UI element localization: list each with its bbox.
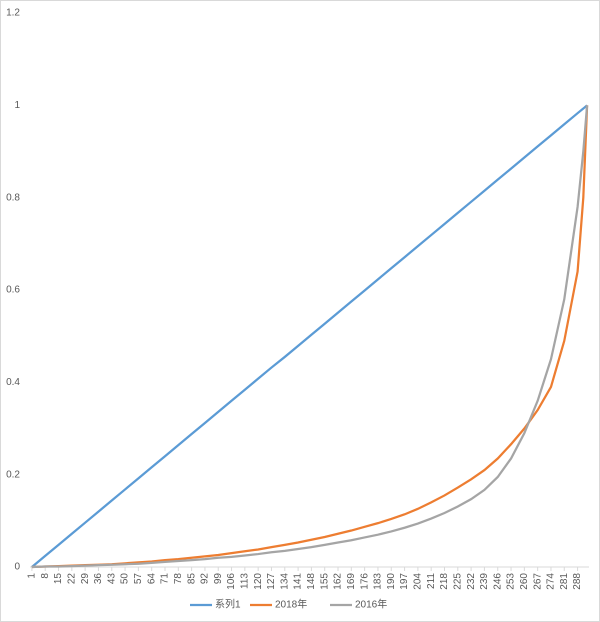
x-tick-label: 204 (413, 573, 424, 590)
y-tick-label: 0 (14, 562, 20, 573)
x-tick-label: 253 (506, 573, 517, 590)
x-tick-label: 190 (386, 573, 397, 590)
series-line (31, 105, 589, 569)
y-tick-label: 0.4 (6, 377, 20, 388)
x-tick-label: 85 (186, 573, 197, 585)
legend-label: 2016年 (355, 598, 387, 611)
x-tick-label: 1 (27, 573, 38, 579)
x-tick-label: 106 (226, 573, 237, 590)
x-tick-label: 57 (133, 573, 144, 585)
series-line (31, 104, 588, 568)
x-tick-label: 218 (439, 573, 450, 590)
x-tick-label: 127 (266, 573, 277, 590)
x-tick-label: 155 (319, 573, 330, 590)
x-tick-label: 64 (146, 573, 157, 585)
x-tick-label: 8 (40, 573, 51, 579)
x-tick-label: 15 (53, 573, 64, 585)
x-tick-label: 120 (253, 573, 264, 590)
y-tick-label: 1.2 (6, 8, 20, 19)
x-tick-label: 92 (200, 573, 211, 585)
x-tick-label: 162 (333, 573, 344, 590)
x-tick-label: 113 (239, 573, 250, 589)
x-tick-label: 134 (279, 573, 290, 590)
x-tick-label: 50 (120, 573, 131, 585)
x-tick-label: 260 (519, 573, 530, 590)
y-tick-label: 0.8 (6, 192, 20, 203)
x-tick-label: 211 (426, 573, 437, 589)
x-tick-label: 78 (173, 573, 184, 585)
x-tick-label: 43 (106, 573, 117, 585)
x-tick-label: 22 (66, 573, 77, 585)
x-tick-label: 29 (80, 573, 91, 585)
x-tick-label: 267 (532, 573, 543, 590)
x-tick-label: 176 (359, 573, 370, 590)
y-tick-label: 1 (14, 100, 20, 111)
x-tick-label: 232 (466, 573, 477, 590)
x-tick-label: 281 (559, 573, 570, 590)
x-tick-label: 71 (160, 573, 171, 585)
legend-label: 系列1 (215, 598, 241, 611)
y-tick-label: 0.6 (6, 285, 20, 296)
x-tick-label: 148 (306, 573, 317, 590)
x-tick-label: 99 (213, 573, 224, 585)
y-tick-label: 0.2 (6, 469, 20, 480)
x-tick-label: 246 (492, 573, 503, 590)
x-tick-label: 197 (399, 573, 410, 590)
x-tick-label: 274 (546, 573, 557, 590)
x-tick-label: 169 (346, 573, 357, 590)
x-tick-label: 36 (93, 573, 104, 585)
x-tick-label: 225 (452, 573, 463, 590)
x-tick-label: 239 (479, 573, 490, 590)
x-tick-label: 141 (293, 573, 304, 590)
x-tick-label: 183 (373, 573, 384, 590)
x-tick-label: 288 (572, 573, 583, 590)
legend-label: 2018年 (275, 598, 307, 611)
